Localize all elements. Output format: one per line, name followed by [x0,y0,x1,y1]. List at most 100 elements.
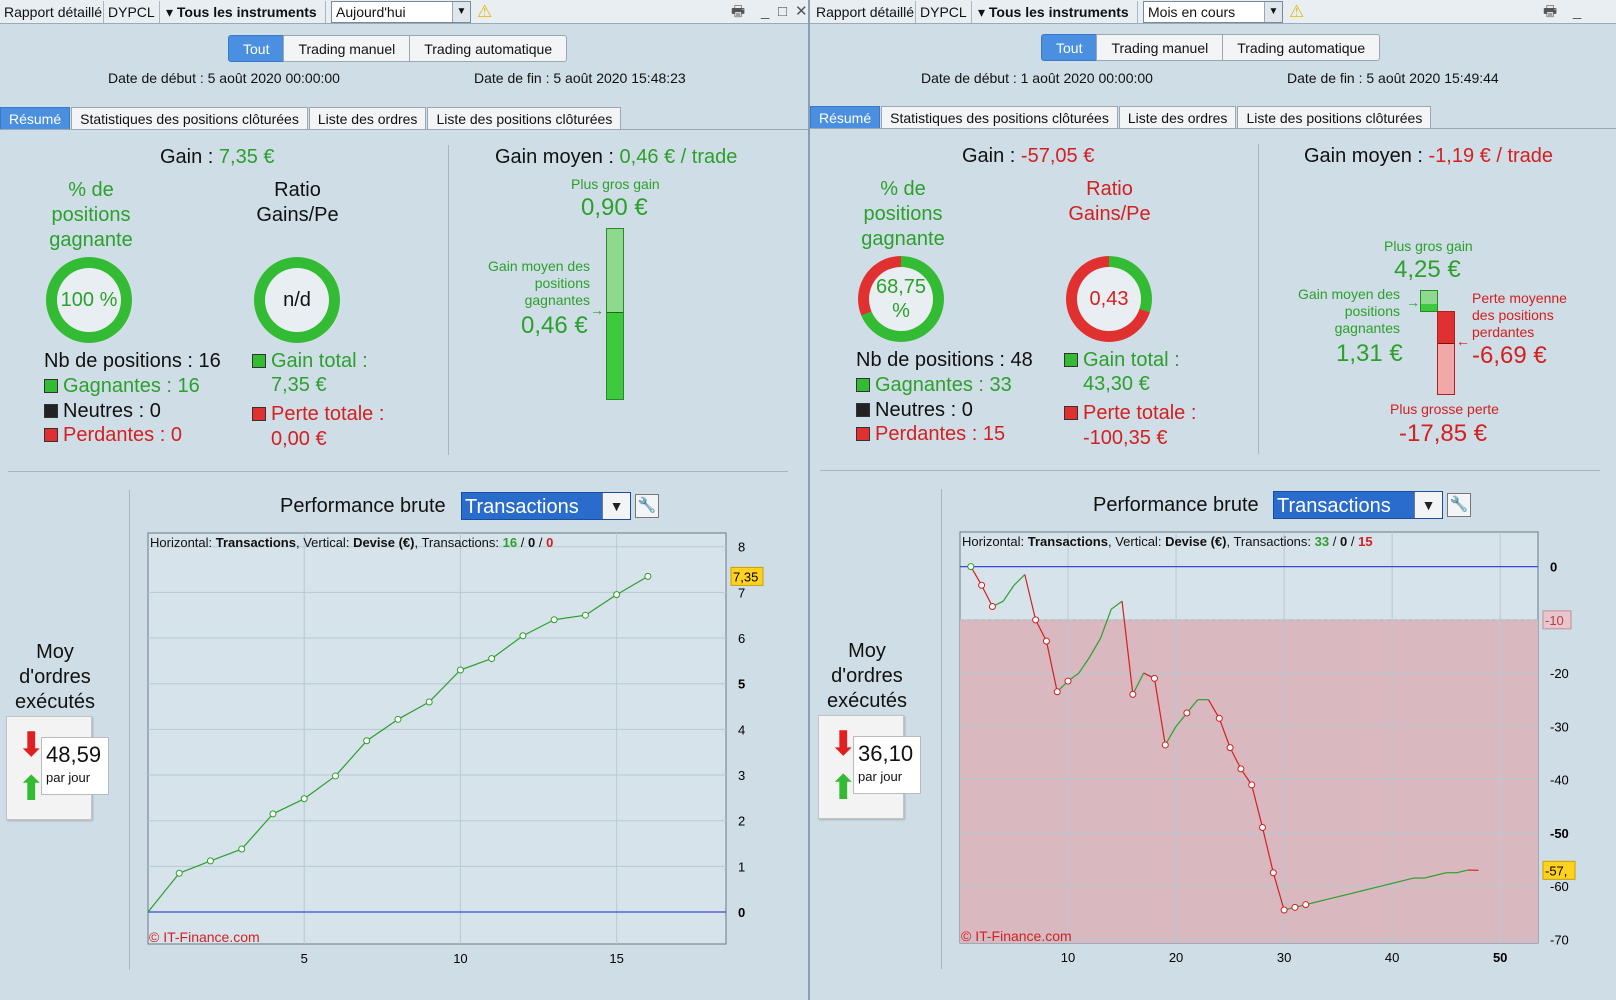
series-segment [366,718,399,742]
orders-unit: par jour [46,770,91,785]
report-menu[interactable]: Rapport détaillé [4,4,103,20]
data-point [978,581,986,589]
filter-auto-button[interactable]: Trading automatique [1222,34,1381,61]
warning-icon[interactable]: ⚠ [1289,2,1305,21]
ratio-ring: 0,43 [1066,256,1152,342]
last-value-badge [1542,860,1576,880]
loss-total-value: -100,35 € [1083,427,1168,449]
avg-win-label: Gain moyen des positions gagnantes [488,258,590,308]
nb-positions: Nb de positions : 48 [856,349,1033,371]
last-value-badge [730,566,764,586]
tab-bar: Résumé Statistiques des positions clôtur… [0,107,622,129]
win-pct-ring: 100 % [46,257,132,343]
series-segment [1132,672,1145,695]
y-tick-label: -60 [1550,879,1569,894]
tab-summary[interactable]: Résumé [810,106,881,128]
series-segment [1002,584,1015,602]
data-point [550,616,558,624]
tab-orders[interactable]: Liste des ordres [1118,106,1237,128]
series-segment [1348,890,1360,895]
arrow-right-icon: → [1406,294,1420,310]
toolbar: Rapport détaillé DYPCL ▾ Tous les instru… [0,0,808,24]
wrench-icon[interactable]: 🔧 [635,494,659,518]
threshold-label: -10 [1545,613,1564,628]
data-point [1291,903,1299,911]
symbol-label[interactable]: DYPCL [920,4,967,20]
y-tick-label: 0 [1550,560,1557,575]
gain-total-value: 7,35 € [271,374,327,396]
filter-all-button[interactable]: Tout [228,35,285,62]
data-point [1032,616,1040,624]
filter-manual-button[interactable]: Trading manuel [283,35,411,62]
maximize-icon[interactable]: □ [778,3,788,20]
symbol-label[interactable]: DYPCL [108,4,155,20]
data-point [1269,869,1277,877]
y-tick-label: -20 [1550,666,1569,681]
threshold-badge [1542,610,1572,630]
period-select[interactable]: Mois en cours ▼ [1143,1,1283,23]
copyright: © IT-Finance.com [961,928,1072,944]
orders-value: 36,10 [858,741,914,766]
tab-orders[interactable]: Liste des ordres [308,107,427,129]
tab-closed-stats[interactable]: Statistiques des positions clôturées [71,107,308,129]
data-point [394,715,402,723]
print-icon[interactable]: 🖶 [1543,3,1558,20]
close-icon[interactable]: ✕ [795,3,808,20]
arrow-down-icon: ⬇ [17,726,46,764]
instruments-dropdown[interactable]: ▾ Tous les instruments [978,4,1129,20]
dropdown-arrow-icon: ▾ [978,4,986,20]
y-tick-label: 1 [738,859,745,874]
filter-manual-button[interactable]: Trading manuel [1096,34,1224,61]
perf-mode-select[interactable]: Transactions ▼ [461,492,631,520]
arrow-down-icon: ⬇ [829,725,858,763]
red-square-icon [44,428,58,442]
period-select[interactable]: Aujourd'hui ▼ [331,1,471,23]
orders-unit: par jour [858,769,903,784]
winners-count: Gagnantes : 16 [44,375,200,398]
minimize-icon[interactable]: _ [1573,3,1582,20]
winners-count: Gagnantes : 33 [856,374,1012,397]
y-tick-label: 8 [738,540,745,555]
x-tick-label: 20 [1169,950,1183,965]
series-segment [272,798,305,815]
report-menu[interactable]: Rapport détaillé [816,4,915,20]
tab-closed-positions[interactable]: Liste des positions clôturées [427,107,622,129]
series-segment [1024,574,1037,620]
y-tick-label: -50 [1550,826,1569,841]
neutral-count: Neutres : 0 [44,400,161,423]
tab-closed-stats[interactable]: Statistiques des positions clôturées [881,106,1118,128]
filter-all-button[interactable]: Tout [1041,34,1098,61]
wrench-icon[interactable]: 🔧 [1447,493,1471,517]
series-segment [1381,882,1393,887]
instruments-dropdown[interactable]: ▾ Tous les instruments [166,4,317,20]
y-tick-label: 3 [738,768,745,783]
series-segment [1229,747,1242,770]
minimize-icon[interactable]: _ [761,3,770,20]
tab-closed-positions[interactable]: Liste des positions clôturées [1237,106,1432,128]
perf-title: Performance brute [1093,494,1259,516]
gain-range-bar [606,228,624,400]
chevron-down-icon: ▼ [1264,2,1282,22]
data-point [1042,637,1050,645]
avg-loss-label: Perte moyenne des positions perdantes [1472,290,1567,340]
chart-legend: Horizontal: Transactions, Vertical: Devi… [150,535,554,550]
print-icon[interactable]: 🖶 [731,3,746,20]
warning-icon[interactable]: ⚠ [477,2,493,21]
series-segment [179,860,211,874]
avg-loss-bar-fill [1438,312,1454,344]
red-square-icon [1064,406,1078,420]
series-segment [210,848,242,862]
performance-chart[interactable]: 5 10 15 0 1 2 3 4 5 6 7 8 7,35 [140,525,808,1000]
tab-bar: Résumé Statistiques des positions clôtur… [810,106,1432,128]
orders-label: Moy d'ordres exécutés : [826,640,908,737]
data-point [1053,688,1061,696]
perf-mode-select[interactable]: Transactions ▼ [1273,491,1443,519]
win-pct-value: 100 % [57,268,121,332]
tab-summary[interactable]: Résumé [0,107,71,129]
toolbar: Rapport détaillé DYPCL ▾ Tous les instru… [810,0,1616,24]
losers-count: Perdantes : 0 [44,424,182,447]
filter-auto-button[interactable]: Trading automatique [409,35,568,62]
data-point [613,591,621,599]
arrow-right-icon: → [590,302,604,318]
